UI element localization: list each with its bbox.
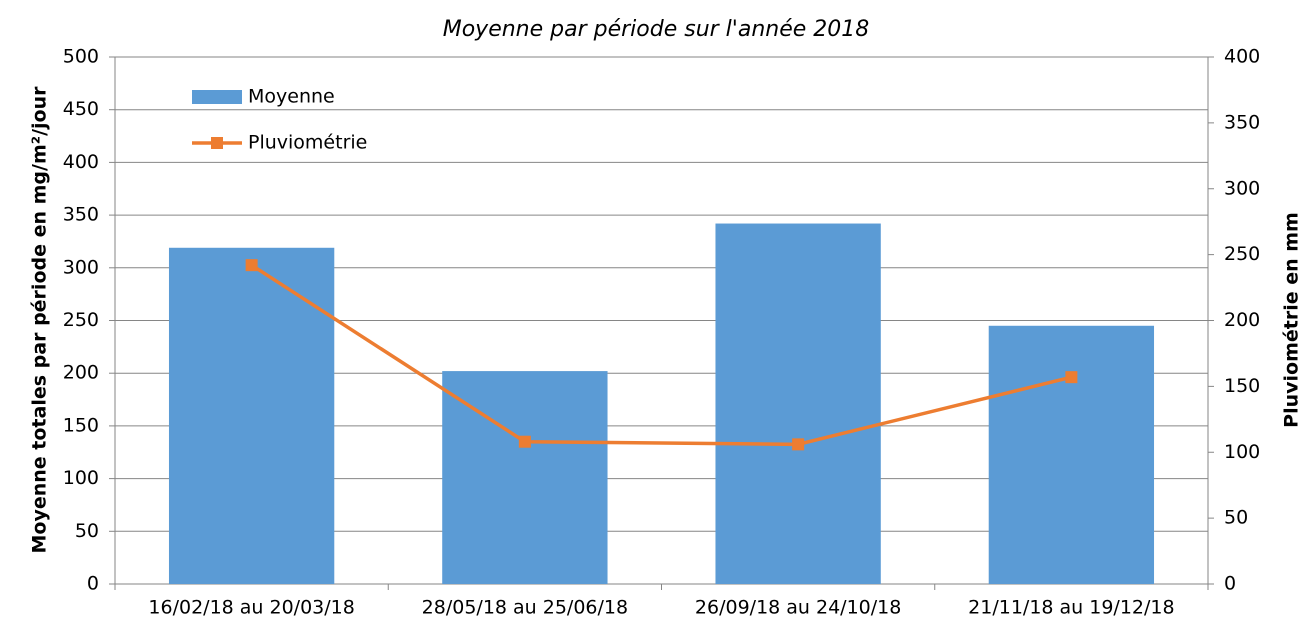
y-tick-label: 250: [63, 309, 99, 331]
y-tick-label: 200: [63, 362, 99, 384]
y-tick-label: 50: [75, 520, 99, 542]
y2-tick-label: 400: [1224, 46, 1260, 68]
y-tick-label: 450: [63, 98, 99, 120]
y2-tick-label: 100: [1224, 441, 1260, 463]
y-axis-title: Moyenne totales par période en mg/m²/jou…: [29, 86, 51, 554]
legend-swatch: [192, 90, 242, 104]
marker: [245, 259, 258, 272]
marker: [1065, 371, 1078, 384]
chart-title: Moyenne par période sur l'année 2018: [443, 17, 870, 42]
x-tick-label: 26/09/18 au 24/10/18: [695, 597, 901, 619]
y2-tick-label: 250: [1224, 243, 1260, 265]
marker: [792, 438, 805, 451]
y2-tick-label: 200: [1224, 309, 1260, 331]
y-tick-label: 500: [63, 46, 99, 68]
legend-marker: [211, 137, 223, 149]
y-tick-label: 300: [63, 256, 99, 278]
y2-tick-label: 0: [1224, 573, 1236, 595]
legend-label: Moyenne: [248, 86, 335, 108]
line: [250, 263, 1072, 447]
y-tick-label: 150: [63, 414, 99, 436]
y2-axis-title: Pluviométrie en mm: [1281, 212, 1303, 428]
x-tick-label: 16/02/18 au 20/03/18: [148, 597, 354, 619]
bar: [715, 223, 881, 585]
y2-tick-label: 50: [1224, 507, 1248, 529]
y-tick-label: 0: [87, 573, 99, 595]
marker: [518, 435, 531, 448]
y2-tick-label: 150: [1224, 375, 1260, 397]
x-tick-label: 28/05/18 au 25/06/18: [422, 597, 628, 619]
x-tick-label: 21/11/18 au 19/12/18: [968, 597, 1174, 619]
bar: [988, 325, 1155, 584]
y2-tick-label: 300: [1224, 177, 1260, 199]
legend-label: Pluviométrie: [248, 132, 367, 154]
y-tick-label: 100: [63, 467, 99, 489]
y-tick-label: 400: [63, 151, 99, 173]
y-tick-label: 350: [63, 204, 99, 226]
bar: [168, 247, 335, 585]
y2-tick-label: 350: [1224, 111, 1260, 133]
